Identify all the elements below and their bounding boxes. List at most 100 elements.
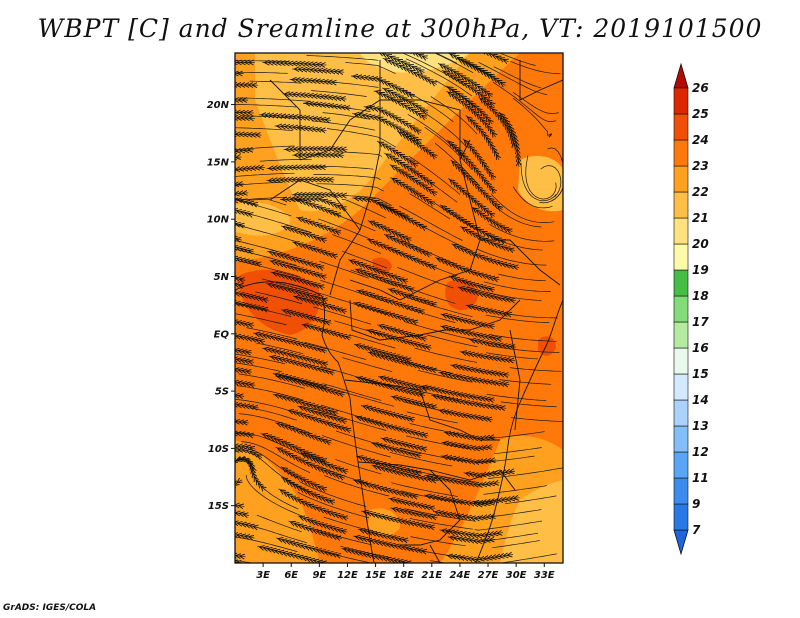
country-borders: [235, 60, 563, 563]
colorbar-swatch: [673, 399, 689, 427]
streamline: [512, 97, 553, 138]
streamline: [292, 296, 347, 312]
lat-tick-label: 15S: [208, 501, 229, 512]
streamline: [354, 417, 429, 436]
streamline: [390, 177, 434, 204]
streamline: [409, 518, 473, 530]
map-area: [235, 53, 563, 578]
streamline: [235, 104, 297, 108]
streamline: [235, 71, 288, 74]
streamline: [306, 55, 379, 61]
streamline: [295, 217, 342, 233]
lon-tick-label: 15E: [365, 570, 386, 581]
colorbar-swatch: [673, 113, 689, 141]
colorbar-swatch: [673, 165, 689, 193]
lat-tick-label: EQ: [214, 329, 230, 340]
streamline: [235, 254, 262, 265]
streamline: [235, 362, 283, 373]
streamline: [468, 339, 517, 347]
colorbar-label: 23: [692, 159, 709, 173]
streamline: [488, 334, 557, 342]
streamline: [512, 186, 553, 209]
streamline: [235, 145, 295, 151]
colorbar-min-triangle: [673, 529, 689, 556]
streamline: [288, 520, 342, 538]
colorbar-label: 21: [692, 211, 709, 225]
streamline: [478, 61, 548, 96]
streamline: [235, 74, 244, 75]
streamline: [235, 274, 245, 287]
streamline: [316, 183, 384, 192]
border-5: [269, 179, 361, 231]
streamline: [235, 354, 255, 363]
streamline: [447, 537, 496, 542]
colorbar-swatch: [673, 321, 689, 349]
colorbar-label: 19: [692, 263, 709, 277]
streamline: [235, 184, 244, 192]
colorbar-max-triangle: [673, 62, 689, 89]
streamlines: [235, 53, 563, 578]
streamline: [291, 195, 348, 196]
streamline: [371, 443, 422, 456]
lat-tick-label: 20N: [207, 100, 230, 111]
streamline: [483, 485, 547, 495]
streamline: [488, 431, 545, 439]
streamline: [500, 401, 557, 408]
streamline: [279, 199, 342, 216]
streamline: [498, 53, 536, 66]
streamline: [309, 165, 374, 170]
colorbar-label: 14: [692, 393, 709, 407]
streamline: [494, 447, 542, 455]
streamline: [286, 410, 352, 431]
colorbar-label: 9: [692, 497, 700, 511]
colorbar-label: 16: [692, 341, 709, 355]
streamline: [377, 202, 427, 229]
colorbar-label: 25: [692, 107, 709, 121]
colorbar-label: 24: [692, 133, 709, 147]
streamline: [275, 446, 346, 478]
streamline: [540, 165, 562, 198]
streamline: [361, 511, 436, 528]
colorbar: 7 9 11 12 13 14 15 16 17 18 19 20 21 22 23 24 25 26: [673, 62, 709, 556]
streamline: [353, 303, 419, 323]
streamline: [235, 421, 249, 424]
chart-title: WBPT [C] and Sreamline at 300hPa, VT: 20…: [37, 14, 763, 43]
streamline: [509, 367, 562, 372]
lon-tick-label: 9E: [312, 570, 326, 581]
streamline: [466, 286, 542, 301]
lat-tick-label: 10S: [208, 444, 229, 455]
streamline: [509, 313, 558, 319]
streamline: [504, 495, 557, 505]
streamline: [235, 446, 256, 460]
coastline-east: [475, 299, 563, 563]
axis-labels: 20N 15N 10N 5N EQ 5S 10S 15S 3E 6E 9E 12E 15E 18E 21E 2…: [207, 100, 555, 581]
colorbar-swatch: [673, 373, 689, 401]
streamline: [487, 345, 560, 353]
colorbar-swatch: [673, 295, 689, 323]
streamline: [334, 151, 382, 157]
streamline: [235, 313, 287, 326]
streamline: [257, 546, 327, 563]
streamline: [493, 66, 542, 89]
streamline: [274, 126, 327, 131]
lon-tick-label: 3E: [256, 570, 270, 581]
streamline: [465, 568, 540, 578]
streamline: [366, 330, 432, 349]
streamline: [401, 285, 456, 304]
streamline: [235, 560, 255, 563]
map-frame: [234, 52, 564, 564]
border-7: [344, 379, 500, 441]
streamline: [301, 324, 352, 338]
colorbar-swatch: [673, 243, 689, 271]
streamline: [303, 103, 371, 113]
colorbar-swatch: [673, 217, 689, 245]
streamline: [235, 118, 255, 119]
streamline: [492, 540, 540, 549]
streamline: [525, 155, 557, 200]
streamline: [457, 287, 516, 301]
colorbar-swatch: [673, 425, 689, 453]
colorbar-label: 18: [692, 289, 709, 303]
streamline: [489, 509, 542, 518]
streamline: [426, 334, 478, 348]
colorbar-label: 20: [692, 237, 709, 251]
